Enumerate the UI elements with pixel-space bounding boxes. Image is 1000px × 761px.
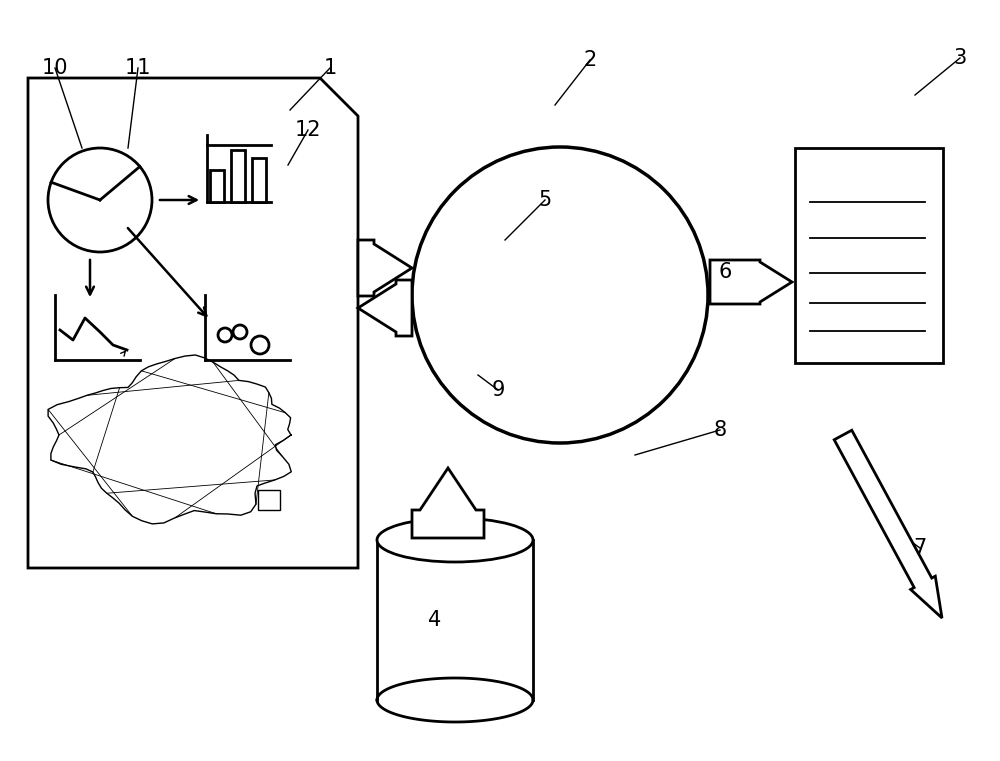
Polygon shape [412,468,484,538]
Bar [377,540,533,700]
Text: 2: 2 [583,50,597,70]
Text: 12: 12 [295,120,321,140]
Text: 1: 1 [323,58,337,78]
Text: 10: 10 [42,58,68,78]
Text: 5: 5 [538,190,552,210]
Polygon shape [358,240,412,296]
Ellipse shape [377,518,533,562]
Bar [231,150,245,202]
Polygon shape [834,430,942,618]
Text: 7: 7 [913,538,927,558]
Text: 3: 3 [953,48,967,68]
Polygon shape [710,260,792,304]
Polygon shape [28,78,358,568]
Polygon shape [358,280,412,336]
Text: 8: 8 [713,420,727,440]
Text: 6: 6 [718,262,732,282]
Text: 4: 4 [428,610,442,630]
Text: 9: 9 [491,380,505,400]
Bar [258,490,280,510]
Bar [210,170,224,202]
Bar [252,158,266,202]
Text: 11: 11 [125,58,151,78]
Bar [795,148,943,363]
